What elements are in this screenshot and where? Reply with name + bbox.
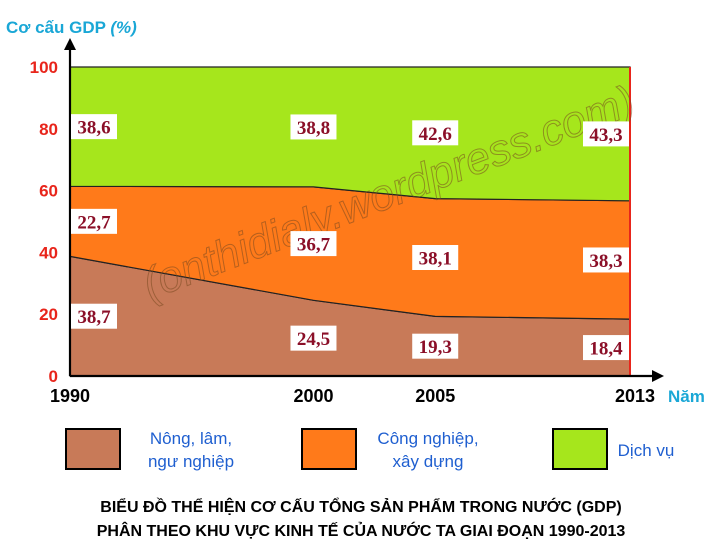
legend-label: Công nghiệp, xyxy=(377,429,478,448)
data-label-box xyxy=(583,121,629,147)
data-label-box xyxy=(583,335,629,361)
data-label: 43,3 xyxy=(589,125,622,146)
data-label: 24,5 xyxy=(297,329,330,350)
data-label: 38,3 xyxy=(589,251,622,272)
data-label: 38,8 xyxy=(297,118,330,139)
data-label-box xyxy=(583,247,629,273)
data-label-box xyxy=(71,208,117,234)
data-label: 36,7 xyxy=(297,235,331,256)
data-label: 38,1 xyxy=(419,248,452,269)
y-tick-label: 80 xyxy=(39,120,58,139)
data-label-box xyxy=(71,114,117,140)
legend-swatch xyxy=(552,428,608,470)
x-tick-label: 2005 xyxy=(415,386,455,406)
data-label-box xyxy=(290,231,337,257)
y-tick-label: 100 xyxy=(30,58,58,77)
chart-title-line: BIỂU ĐỒ THỂ HIỆN CƠ CẤU TỔNG SẢN PHẨM TR… xyxy=(100,497,621,516)
x-tick-label: 1990 xyxy=(50,386,90,406)
legend-label: Nông, lâm, xyxy=(150,429,232,448)
y-tick-label: 40 xyxy=(39,243,58,262)
data-label: 22,7 xyxy=(77,212,111,233)
legend-label: xây dựng xyxy=(393,452,464,471)
data-label-box xyxy=(71,303,117,329)
legend-label: Dịch vụ xyxy=(618,441,675,460)
data-label-box xyxy=(290,325,337,351)
data-label: 42,6 xyxy=(419,124,452,145)
stacked-areas xyxy=(69,66,631,377)
data-label: 38,6 xyxy=(77,118,110,139)
legend-swatch xyxy=(65,428,121,470)
x-tick-label: 2013 xyxy=(615,386,655,406)
y-axis-arrow xyxy=(64,38,76,50)
data-label: 19,3 xyxy=(419,337,452,358)
data-label: 38,7 xyxy=(77,307,111,328)
axes: 0 20 40 60 80 100 1990 2000 2005 2013 Cơ cấu GDP (… xyxy=(6,18,705,406)
x-axis-title: Năm xyxy=(668,387,705,406)
chart-title-line: PHÂN THEO KHU VỰC KINH TẾ CỦA NƯỚC TA GI… xyxy=(97,521,626,540)
x-axis-arrow xyxy=(652,370,664,382)
y-axis-title: Cơ cấu GDP (%) xyxy=(6,18,137,37)
data-label: 18,4 xyxy=(589,339,623,360)
chart-title: BIỂU ĐỒ THỂ HIỆN CƠ CẤU TỔNG SẢN PHẨM TR… xyxy=(97,497,626,540)
data-label-box xyxy=(412,333,459,359)
legend-label: ngư nghiệp xyxy=(148,452,234,471)
legend: Nông, lâm, ngư nghiệp Công nghiệp, xây dựng… xyxy=(65,428,675,471)
y-tick-label: 20 xyxy=(39,305,58,324)
x-tick-label: 2000 xyxy=(293,386,333,406)
y-tick-label: 60 xyxy=(39,182,58,201)
data-label-box xyxy=(412,120,459,146)
legend-swatch xyxy=(301,428,357,470)
y-tick-label: 0 xyxy=(49,367,58,386)
data-label-box xyxy=(290,114,337,140)
data-label-box xyxy=(412,244,459,270)
data-labels: 38,7 24,5 19,3 18,4 22,7 36,7 38,1 38,3 38,6 38,8… xyxy=(71,114,629,361)
